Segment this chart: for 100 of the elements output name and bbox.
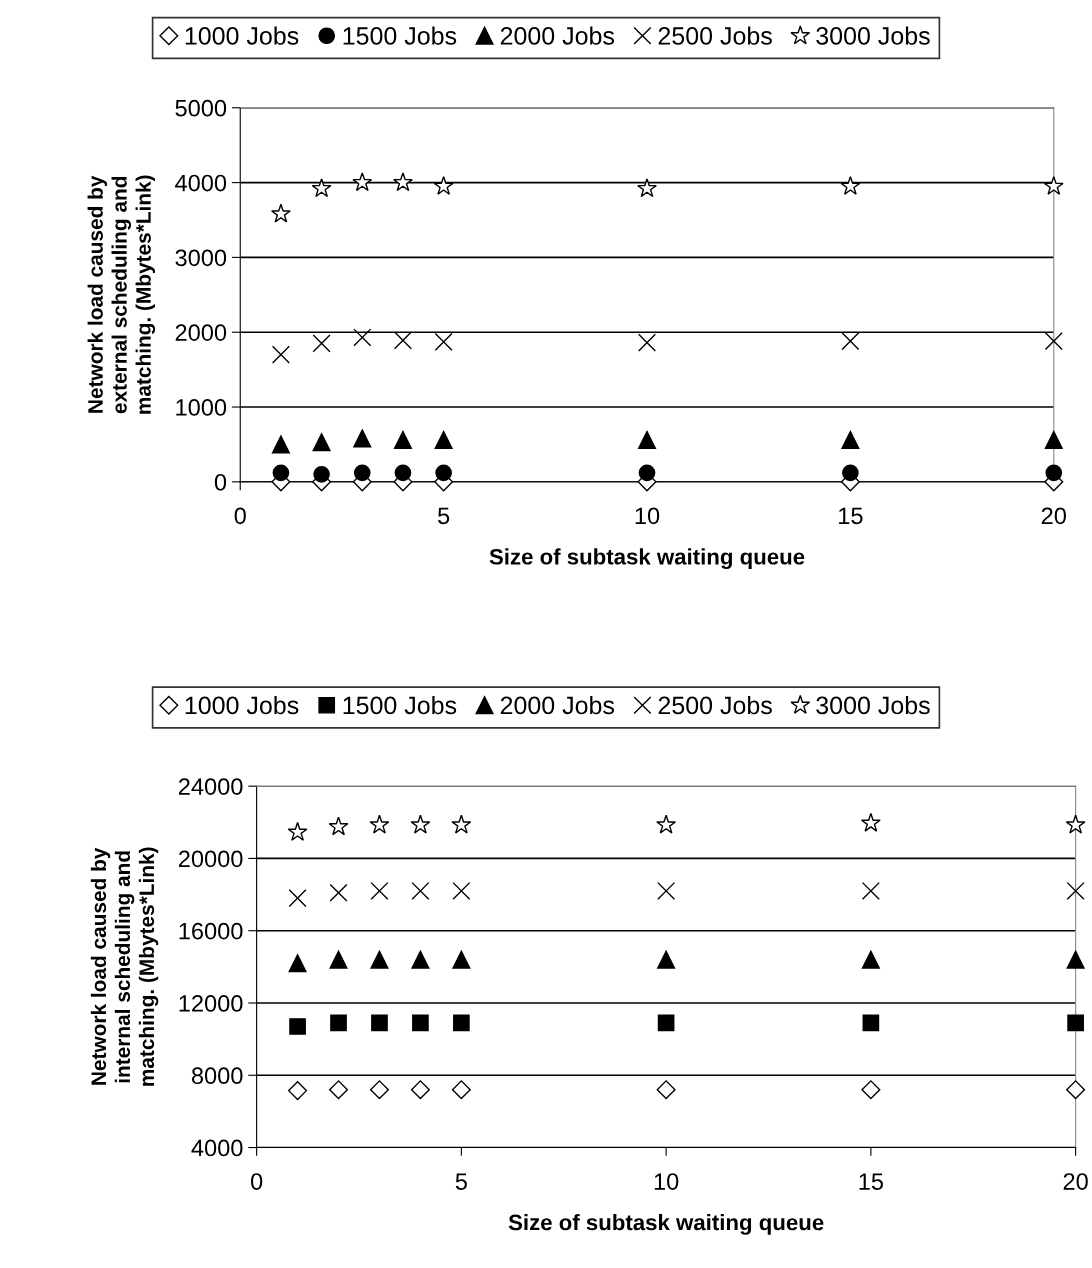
point <box>370 950 389 969</box>
y-tick-label: 4000 <box>191 1139 243 1157</box>
point <box>656 814 677 834</box>
point <box>353 464 371 482</box>
point <box>657 950 676 969</box>
y-tick-label: 20000 <box>178 850 243 868</box>
y-tick-label: 5000 <box>175 99 227 117</box>
point <box>288 954 307 973</box>
point <box>860 812 881 832</box>
point <box>452 881 471 900</box>
point <box>861 1080 881 1100</box>
point <box>371 1014 388 1032</box>
point <box>410 1080 430 1100</box>
point <box>452 950 471 969</box>
point <box>434 430 453 449</box>
point <box>842 464 859 482</box>
point <box>434 332 453 351</box>
point <box>841 332 860 351</box>
legend-label: 3000 Jobs <box>816 26 930 45</box>
point <box>393 430 412 449</box>
y-tick-label: 12000 <box>179 995 243 1012</box>
y-tick-label: 4000 <box>175 174 227 192</box>
point <box>861 881 880 900</box>
point <box>271 345 290 364</box>
point <box>657 881 676 900</box>
point <box>1065 814 1086 834</box>
point <box>313 466 330 483</box>
point <box>1066 1080 1086 1100</box>
point <box>288 1081 308 1101</box>
x-tick-label: 15 <box>839 507 863 525</box>
point <box>393 172 413 192</box>
point <box>1066 881 1085 900</box>
y-tick-label: 0 <box>214 473 227 491</box>
y-tick-label: 2000 <box>175 324 227 341</box>
point <box>1066 950 1085 969</box>
point <box>451 1080 471 1100</box>
point <box>287 821 308 841</box>
point <box>352 172 373 192</box>
point <box>412 1014 429 1032</box>
point <box>656 1080 676 1100</box>
y-tick-label: 1000 <box>176 399 227 416</box>
y-axis-title: Network load caused by external scheduling and matching. (Mbytes*Link) <box>87 175 156 414</box>
legend-label: 3000 Jobs <box>816 695 930 715</box>
x-tick-label: 20 <box>1041 507 1066 525</box>
point <box>288 889 307 908</box>
point <box>435 464 452 482</box>
x-tick-label: 0 <box>250 1173 263 1190</box>
point <box>841 430 860 449</box>
point <box>353 328 372 347</box>
point <box>370 881 389 900</box>
point <box>312 433 331 452</box>
point <box>657 1014 675 1032</box>
point <box>453 1014 470 1032</box>
y-tick-label: 24000 <box>178 778 243 795</box>
point <box>328 816 349 836</box>
point <box>272 464 290 482</box>
point <box>410 814 431 834</box>
point <box>329 950 348 969</box>
point <box>1067 1014 1084 1032</box>
x-tick-label: 15 <box>859 1173 884 1190</box>
point <box>369 1080 390 1100</box>
point <box>394 464 412 482</box>
point <box>1044 430 1063 449</box>
y-axis-title: Network load caused by internal scheduling and matching. (Mbytes*Link) <box>90 847 159 1086</box>
point <box>451 814 472 834</box>
legend-label: 2500 Jobs <box>658 695 772 715</box>
x-tick-label: 5 <box>438 507 450 525</box>
point <box>311 178 332 198</box>
x-axis-title: Size of subtask waiting queue <box>489 548 805 570</box>
x-tick-label: 10 <box>635 507 660 525</box>
legend-label: 1000 Jobs <box>185 695 299 715</box>
point <box>330 1014 347 1032</box>
point <box>312 334 331 353</box>
point <box>840 175 861 195</box>
legend-label: 2500 Jobs <box>658 26 772 45</box>
point <box>1044 332 1063 351</box>
legend-label: 2000 Jobs <box>500 26 615 45</box>
point <box>637 178 657 198</box>
point <box>637 430 657 449</box>
legend-label: 2000 Jobs <box>500 695 615 715</box>
point <box>1045 464 1063 482</box>
y-tick-label: 3000 <box>175 249 227 267</box>
point <box>433 175 454 195</box>
legend-label: 1500 Jobs <box>343 26 457 45</box>
point <box>862 1014 880 1032</box>
x-axis-title: Size of subtask waiting queue <box>508 1213 824 1235</box>
point <box>1043 175 1064 195</box>
point <box>861 950 880 969</box>
point <box>638 464 656 482</box>
legend-label: 1000 Jobs <box>185 26 299 45</box>
x-tick-label: 10 <box>654 1173 679 1190</box>
point <box>329 883 348 902</box>
point <box>289 1018 306 1035</box>
point <box>411 881 430 900</box>
y-tick-label: 16000 <box>179 922 243 940</box>
x-tick-label: 20 <box>1063 1173 1088 1190</box>
point <box>637 333 657 352</box>
point <box>411 950 430 969</box>
point <box>369 814 390 834</box>
point <box>353 429 372 448</box>
